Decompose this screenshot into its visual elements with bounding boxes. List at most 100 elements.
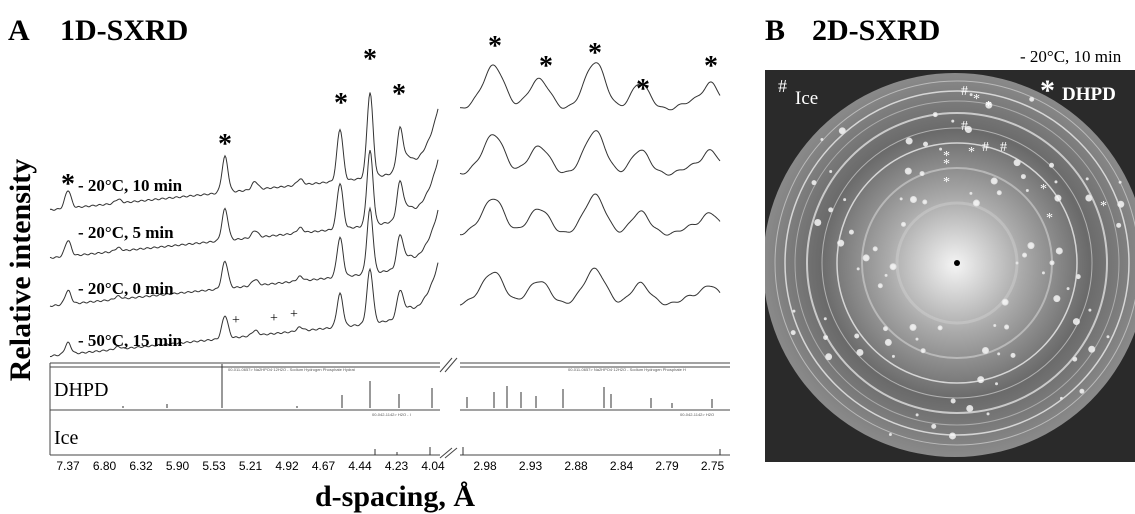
x-tick-label: 5.53 [202, 459, 226, 473]
ring-mark: * [943, 157, 950, 172]
spot [811, 180, 817, 186]
ring-mark: # [961, 119, 968, 134]
trace-label: - 20°C, 0 min [78, 279, 174, 298]
traces [49, 62, 721, 358]
spot [1088, 345, 1096, 353]
ring [836, 142, 1078, 384]
spot [1106, 335, 1110, 339]
spot [1022, 252, 1028, 258]
spot [1029, 96, 1035, 102]
spot [837, 239, 845, 247]
spot [964, 125, 972, 133]
ring-mark: * [1046, 211, 1053, 226]
spot [828, 207, 834, 213]
spot [1055, 247, 1063, 255]
peak-mark: * [61, 169, 75, 200]
trace-right [459, 193, 721, 236]
x-tick-label: 7.37 [56, 459, 80, 473]
spot [1010, 352, 1016, 358]
spot [915, 337, 919, 341]
x-tick-label: 2.93 [519, 459, 543, 473]
spot [909, 323, 917, 331]
spot [904, 167, 912, 175]
spot [1075, 274, 1081, 280]
y-label: Relative intensity [4, 159, 37, 381]
trace-left [49, 206, 439, 308]
spot [937, 325, 943, 331]
spot [1053, 295, 1061, 303]
legend-symbol: * [1040, 74, 1055, 107]
spot [932, 112, 938, 118]
spot [884, 338, 892, 346]
spot [993, 323, 997, 327]
diffraction-pattern [765, 73, 1135, 462]
spot [1013, 159, 1021, 167]
spot [931, 423, 937, 429]
spot [899, 197, 903, 201]
ref-label: DHPD [54, 379, 108, 401]
spot [1072, 356, 1078, 362]
x-label: d-spacing, Å [315, 480, 475, 513]
spot [1085, 177, 1089, 181]
spot [997, 352, 1001, 356]
ref-card: 00-011-0657> Na2HPO4·12H2O - Sodium Hydr… [228, 367, 356, 372]
x-tick-label: 2.84 [610, 459, 634, 473]
peak-mark: * [588, 38, 602, 69]
spot [854, 333, 860, 339]
reference-sticks [122, 364, 721, 455]
spot [1059, 396, 1063, 400]
reference-frame [49, 357, 730, 459]
spot [969, 93, 973, 97]
spot [1004, 324, 1010, 330]
spot [966, 404, 974, 412]
x-tick-label: 4.67 [312, 459, 336, 473]
spot [1072, 318, 1080, 326]
spot [862, 254, 870, 262]
spot [900, 221, 906, 227]
legend-label: Ice [795, 88, 818, 109]
spot [990, 177, 998, 185]
spot [883, 326, 889, 332]
trace-left [49, 262, 439, 358]
condition: - 20°C, 10 min [1020, 47, 1122, 66]
spot [838, 127, 846, 135]
spot [905, 137, 913, 145]
spot [823, 317, 827, 321]
ring [806, 112, 1108, 414]
spot [1025, 189, 1029, 193]
spot [1079, 388, 1085, 394]
trace-label: - 20°C, 5 min [78, 223, 174, 242]
spot [919, 171, 925, 177]
panel-title: 2D-SXRD [812, 14, 940, 47]
x-tick-label: 2.88 [564, 459, 588, 473]
spot [915, 413, 919, 417]
spot [872, 246, 878, 252]
spot [1001, 298, 1009, 306]
ref-card: 00-042-1142> H2O [680, 412, 714, 417]
panel-letter: B [765, 14, 785, 47]
ref-card: 00-042-1142> H2O - I [372, 412, 411, 417]
x-tick-label: 4.23 [385, 459, 409, 473]
spot [1088, 308, 1092, 312]
ring [821, 127, 1093, 399]
trace-right [459, 130, 721, 176]
spot [909, 196, 917, 204]
spot [884, 273, 888, 277]
x-tick-label: 4.92 [275, 459, 299, 473]
spot [1020, 174, 1026, 180]
peak-mark: * [218, 129, 232, 160]
ring [774, 80, 1135, 446]
peak-mark: * [636, 74, 650, 105]
plus-mark: + [290, 307, 298, 322]
legend-label: DHPD [1062, 84, 1116, 105]
x-tick-label: 2.79 [655, 459, 679, 473]
spot [1049, 162, 1055, 168]
spot [891, 354, 895, 358]
spot [1041, 271, 1045, 275]
spot [843, 198, 847, 202]
spot [823, 334, 829, 340]
spot [951, 119, 955, 123]
trace-right [459, 62, 721, 111]
spot [1054, 180, 1058, 184]
